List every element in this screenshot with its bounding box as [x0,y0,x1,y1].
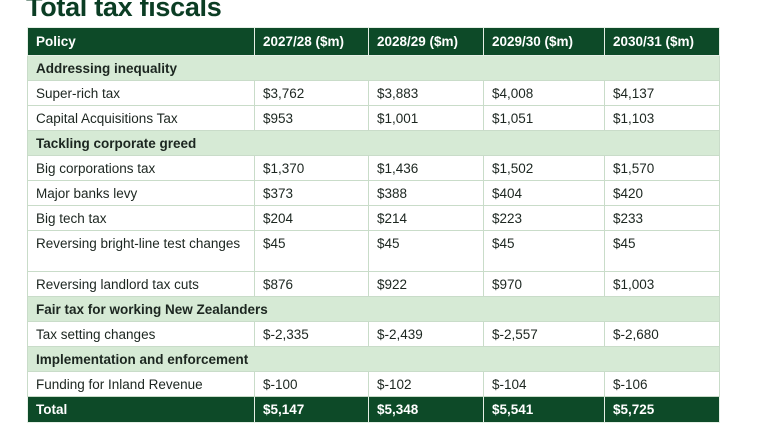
section-row: Addressing inequality [27,55,720,81]
policy-cell: Reversing landlord tax cuts [27,271,255,297]
value-cell: $-104 [483,371,605,397]
value-cell: $-100 [254,371,369,397]
value-cell: $-2,439 [368,321,484,347]
tax-fiscals-table: Policy 2027/28 ($m) 2028/29 ($m) 2029/30… [27,27,720,423]
value-cell: $404 [483,180,605,206]
table-row: Big corporations tax $1,370 $1,436 $1,50… [27,155,720,181]
total-value: $5,147 [254,396,369,423]
table-row: Super-rich tax $3,762 $3,883 $4,008 $4,1… [27,80,720,106]
value-cell: $45 [368,230,484,272]
policy-cell: Big tech tax [27,205,255,231]
total-value: $5,541 [483,396,605,423]
value-cell: $-102 [368,371,484,397]
page-title: Total tax fiscals [26,0,222,22]
value-cell: $1,103 [604,105,720,131]
table-row: Capital Acquisitions Tax $953 $1,001 $1,… [27,105,720,131]
value-cell: $953 [254,105,369,131]
value-cell: $214 [368,205,484,231]
value-cell: $420 [604,180,720,206]
value-cell: $922 [368,271,484,297]
total-value: $5,725 [604,396,720,423]
header-2030-31: 2030/31 ($m) [604,27,720,56]
policy-cell: Capital Acquisitions Tax [27,105,255,131]
value-cell: $388 [368,180,484,206]
value-cell: $3,883 [368,80,484,106]
section-label: Implementation and enforcement [27,346,720,372]
value-cell: $45 [604,230,720,272]
value-cell: $3,762 [254,80,369,106]
value-cell: $1,003 [604,271,720,297]
table-row: Big tech tax $204 $214 $223 $233 [27,205,720,231]
value-cell: $1,570 [604,155,720,181]
policy-cell: Tax setting changes [27,321,255,347]
value-cell: $4,137 [604,80,720,106]
value-cell: $223 [483,205,605,231]
value-cell: $233 [604,205,720,231]
table-row: Reversing landlord tax cuts $876 $922 $9… [27,271,720,297]
value-cell: $-2,335 [254,321,369,347]
value-cell: $4,008 [483,80,605,106]
section-row: Tackling corporate greed [27,130,720,156]
value-cell: $-2,557 [483,321,605,347]
header-2027-28: 2027/28 ($m) [254,27,369,56]
value-cell: $1,502 [483,155,605,181]
policy-cell: Major banks levy [27,180,255,206]
policy-cell: Funding for Inland Revenue [27,371,255,397]
policy-cell: Big corporations tax [27,155,255,181]
value-cell: $373 [254,180,369,206]
value-cell: $45 [483,230,605,272]
table-row: Reversing bright-line test changes $45 $… [27,230,720,272]
section-label: Addressing inequality [27,55,720,81]
header-2028-29: 2028/29 ($m) [368,27,484,56]
section-label: Fair tax for working New Zealanders [27,296,720,322]
value-cell: $-106 [604,371,720,397]
value-cell: $-2,680 [604,321,720,347]
table-row: Major banks levy $373 $388 $404 $420 [27,180,720,206]
total-row: Total $5,147 $5,348 $5,541 $5,725 [27,396,720,423]
value-cell: $876 [254,271,369,297]
value-cell: $45 [254,230,369,272]
table-row: Tax setting changes $-2,335 $-2,439 $-2,… [27,321,720,347]
total-label: Total [27,396,255,423]
policy-cell: Reversing bright-line test changes [27,230,255,272]
value-cell: $970 [483,271,605,297]
header-policy: Policy [27,27,255,56]
section-label: Tackling corporate greed [27,130,720,156]
value-cell: $1,051 [483,105,605,131]
value-cell: $1,001 [368,105,484,131]
total-value: $5,348 [368,396,484,423]
policy-cell: Super-rich tax [27,80,255,106]
value-cell: $1,370 [254,155,369,181]
value-cell: $1,436 [368,155,484,181]
value-cell: $204 [254,205,369,231]
header-row: Policy 2027/28 ($m) 2028/29 ($m) 2029/30… [27,27,720,56]
header-2029-30: 2029/30 ($m) [483,27,605,56]
section-row: Fair tax for working New Zealanders [27,296,720,322]
section-row: Implementation and enforcement [27,346,720,372]
table-row: Funding for Inland Revenue $-100 $-102 $… [27,371,720,397]
